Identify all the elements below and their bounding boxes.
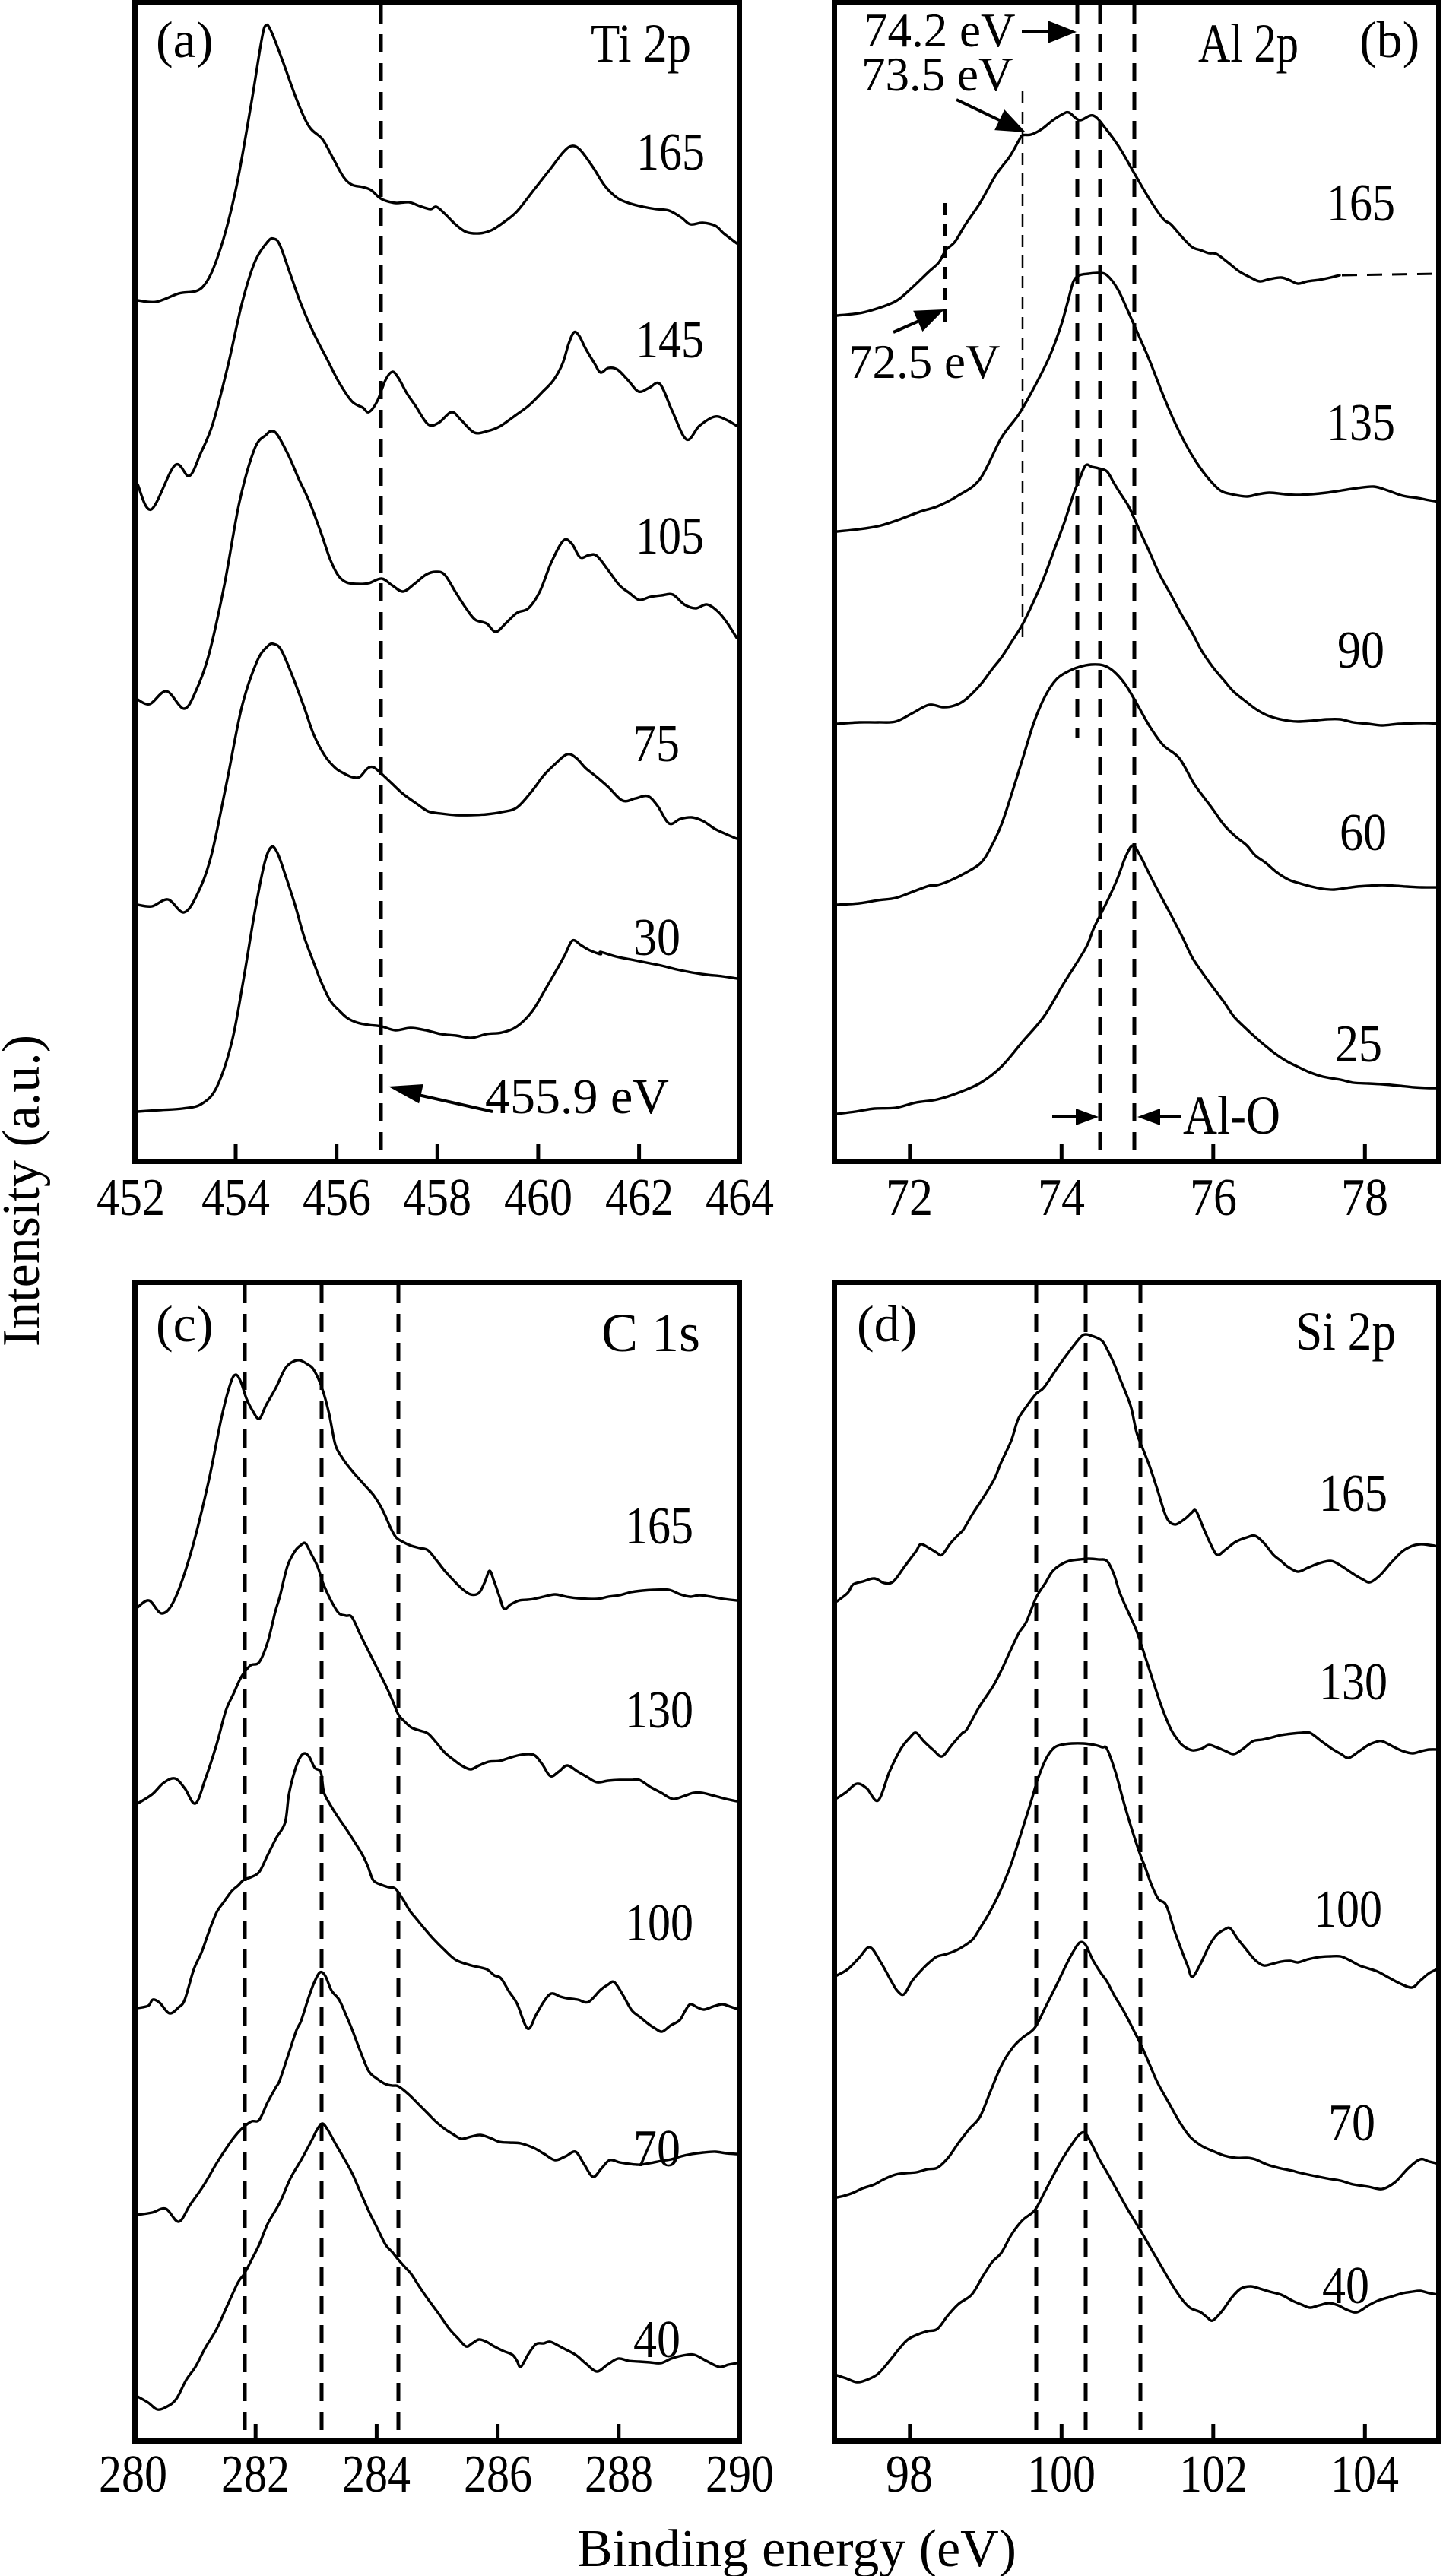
svg-text:282: 282: [221, 2445, 290, 2504]
svg-text:98: 98: [886, 2445, 933, 2504]
svg-text:284: 284: [342, 2445, 411, 2504]
svg-text:78: 78: [1341, 1169, 1388, 1227]
svg-text:70: 70: [1328, 2094, 1375, 2152]
svg-text:Intensity (a.u.): Intensity (a.u.): [0, 1035, 51, 1347]
svg-text:165: 165: [1319, 1464, 1388, 1523]
svg-text:72.5 eV: 72.5 eV: [848, 335, 1000, 389]
svg-text:135: 135: [1327, 394, 1395, 452]
svg-text:70: 70: [633, 2120, 680, 2178]
svg-text:460: 460: [504, 1169, 572, 1227]
svg-text:165: 165: [1327, 174, 1395, 233]
svg-text:288: 288: [585, 2445, 653, 2504]
svg-text:100: 100: [625, 1894, 693, 1953]
svg-text:130: 130: [1319, 1653, 1388, 1712]
svg-text:462: 462: [605, 1169, 674, 1227]
svg-text:(d): (d): [857, 1295, 917, 1353]
svg-text:90: 90: [1337, 621, 1384, 680]
svg-text:Binding energy (eV): Binding energy (eV): [577, 2520, 1016, 2576]
svg-text:280: 280: [99, 2445, 167, 2504]
svg-text:73.5 eV: 73.5 eV: [861, 48, 1013, 101]
svg-text:145: 145: [636, 311, 704, 370]
svg-text:Ti 2p: Ti 2p: [591, 13, 691, 74]
svg-text:100: 100: [1314, 1880, 1382, 1939]
svg-text:Al 2p: Al 2p: [1198, 13, 1299, 74]
svg-text:(a): (a): [156, 11, 213, 68]
svg-text:75: 75: [633, 715, 680, 773]
svg-text:40: 40: [1322, 2257, 1369, 2315]
svg-text:456: 456: [303, 1169, 371, 1227]
svg-text:286: 286: [464, 2445, 532, 2504]
svg-text:452: 452: [97, 1169, 165, 1227]
svg-text:102: 102: [1179, 2445, 1248, 2504]
svg-text:104: 104: [1330, 2445, 1399, 2504]
svg-text:458: 458: [403, 1169, 471, 1227]
svg-text:(c): (c): [156, 1295, 213, 1353]
svg-text:464: 464: [706, 1169, 774, 1227]
svg-text:72: 72: [886, 1169, 933, 1227]
svg-text:454: 454: [201, 1169, 270, 1227]
svg-text:165: 165: [625, 1497, 693, 1556]
svg-text:100: 100: [1027, 2445, 1096, 2504]
svg-text:30: 30: [633, 909, 680, 967]
svg-text:290: 290: [706, 2445, 774, 2504]
svg-text:Al-O: Al-O: [1183, 1085, 1280, 1146]
svg-text:76: 76: [1190, 1169, 1237, 1227]
svg-text:C 1s: C 1s: [601, 1302, 700, 1363]
svg-text:455.9 eV: 455.9 eV: [485, 1069, 669, 1125]
svg-text:130: 130: [625, 1681, 693, 1740]
svg-text:(b): (b): [1359, 11, 1419, 68]
svg-text:60: 60: [1340, 804, 1387, 862]
svg-text:74: 74: [1038, 1169, 1085, 1227]
svg-text:165: 165: [636, 123, 705, 182]
svg-text:25: 25: [1335, 1015, 1382, 1074]
svg-text:105: 105: [636, 507, 704, 566]
svg-text:Si 2p: Si 2p: [1296, 1301, 1396, 1362]
svg-text:74.2 eV: 74.2 eV: [864, 4, 1015, 57]
